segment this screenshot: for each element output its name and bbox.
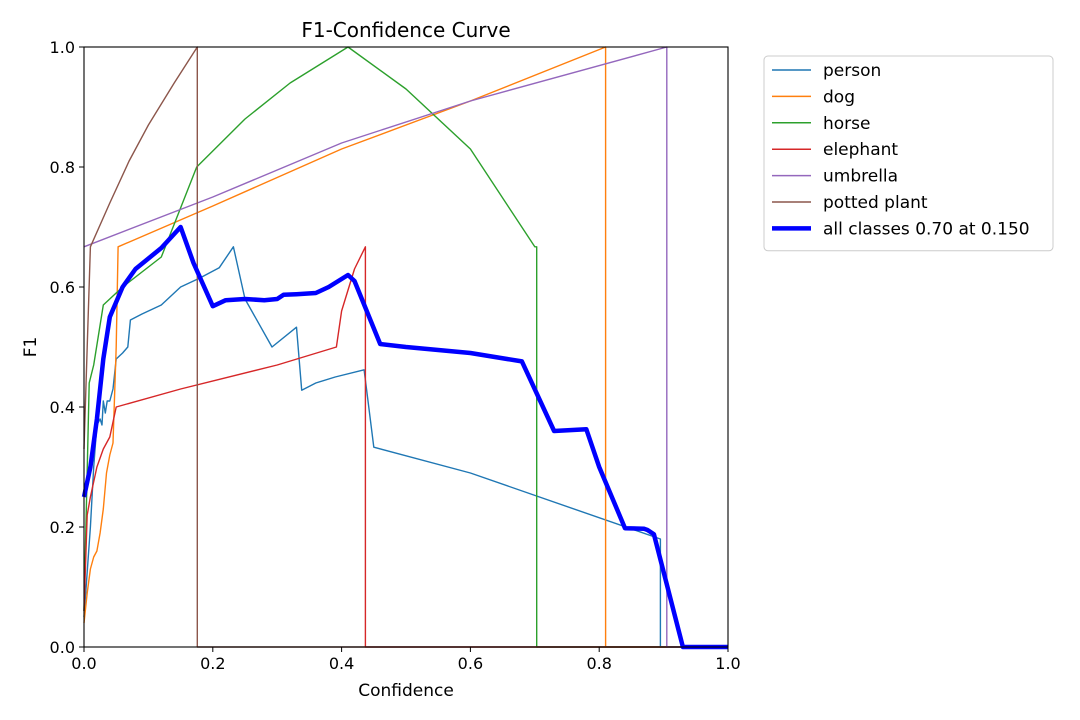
y-tick-label: 0.8: [50, 158, 75, 177]
y-tick-label: 0.2: [50, 518, 75, 537]
series-line-dog: [83, 46, 728, 648]
chart-title: F1-Confidence Curve: [301, 18, 510, 42]
y-tick-label: 1.0: [50, 38, 75, 57]
x-tick-label: 0.6: [458, 654, 483, 673]
legend-entry-label: dog: [823, 87, 855, 107]
x-tick-label: 0.2: [200, 654, 225, 673]
legend-entry-label: potted plant: [823, 193, 928, 213]
y-tick-label: 0.6: [50, 278, 75, 297]
legend: person dog horse elephant umbrella potted pla…: [763, 55, 1054, 252]
series-line-horse: [83, 46, 728, 648]
legend-box: [763, 55, 1054, 252]
series-line-potted-plant: [83, 46, 728, 648]
legend-entry-label: horse: [823, 114, 870, 134]
x-axis: 0.0 0.2 0.4 0.6 0.8 1.0: [71, 647, 741, 673]
legend-entry-label: person: [823, 61, 881, 81]
plot-frame: [83, 46, 729, 648]
series-line-elephant: [83, 246, 728, 648]
y-axis-label: F1: [21, 337, 41, 358]
x-tick-label: 0.4: [329, 654, 354, 673]
legend-entry-label: all classes 0.70 at 0.150: [823, 219, 1030, 239]
series-line-person: [83, 246, 728, 648]
plot-area: [81, 46, 728, 650]
series-line-all-classes-0-70-at-0-150: [81, 224, 728, 650]
legend-entry-label: elephant: [823, 140, 898, 160]
x-tick-label: 1.0: [715, 654, 740, 673]
x-tick-label: 0.0: [71, 654, 96, 673]
y-axis: 0.0 0.2 0.4 0.6 0.8 1.0: [50, 38, 84, 657]
x-tick-label: 0.8: [586, 654, 611, 673]
x-axis-label: Confidence: [358, 681, 454, 701]
y-tick-label: 0.4: [50, 398, 75, 417]
legend-entry-label: umbrella: [823, 167, 898, 187]
y-tick-label: 0.0: [50, 638, 75, 657]
